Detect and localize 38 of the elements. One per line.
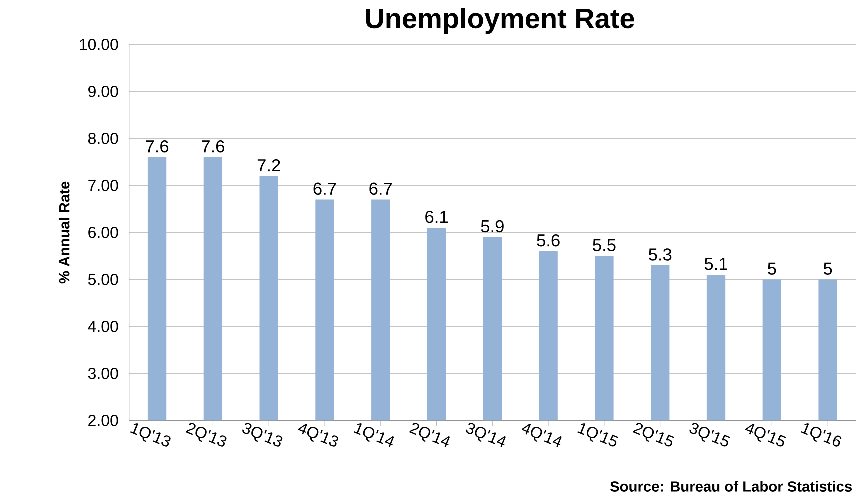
data-label: 5.6 [537,234,560,247]
y-tick-label: 7.00 [88,180,118,192]
x-tick-label: 4Q'14 [522,424,562,448]
y-axis-title: % Annual Rate [58,182,70,284]
y-tick-label: 3.00 [88,368,118,380]
x-tick-label: 4Q'15 [745,424,786,447]
x-tick-label: 3Q'13 [242,423,283,447]
x-tick-label: 1Q'16 [801,424,842,447]
y-tick-label: 2.00 [88,414,118,426]
x-tick-label: 2Q'15 [633,423,674,447]
y-tick-label: 6.00 [88,226,118,238]
x-tick-label: 3Q'15 [690,423,730,447]
y-tick-label: 10.00 [80,39,118,50]
y-tick-label: 4.00 [88,320,118,332]
source-note: Source: Bureau of Labor Statistics [610,481,852,492]
y-tick-label: 8.00 [88,133,118,144]
x-tick-label: 4Q'13 [298,424,339,447]
y-tick-label: 9.00 [88,86,118,98]
data-label: 5 [768,262,776,275]
data-label: 5 [824,262,832,275]
data-label: 6.7 [370,182,392,196]
y-tick-label: 5.00 [88,274,118,286]
x-tick-label: 1Q'15 [578,424,619,447]
data-label: 5.5 [593,239,616,252]
data-label: 5.1 [704,258,728,270]
data-label: 5.9 [481,220,504,233]
x-tick-label: 3Q'14 [466,423,506,448]
data-label: 6.1 [426,210,448,224]
x-tick-label: 1Q'13 [130,424,171,447]
x-tick-label: 2Q'13 [186,423,227,447]
data-label: 6.7 [314,182,336,196]
data-label: 7.6 [146,140,169,153]
chart-title: Unemployment Rate [366,8,634,34]
data-label: 7.6 [202,140,224,153]
x-tick-label: 2Q'14 [410,423,450,448]
data-label: 5.3 [649,248,672,261]
data-label: 7.2 [258,159,280,172]
x-tick-label: 1Q'14 [354,424,394,448]
